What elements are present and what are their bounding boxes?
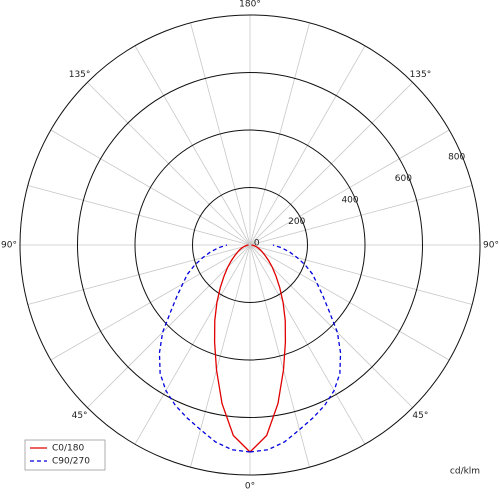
unit-label: cd/klm xyxy=(450,467,480,477)
legend-label: C90/270 xyxy=(52,457,90,467)
r-tick-label: 200 xyxy=(288,217,305,227)
ring xyxy=(134,129,366,361)
legend-box xyxy=(24,439,106,471)
r-tick-label: 400 xyxy=(341,195,358,205)
ring xyxy=(77,72,423,418)
r-tick-label: 800 xyxy=(448,152,465,162)
angle-tick-label: 135° xyxy=(69,70,91,80)
r-tick-label: 0 xyxy=(254,239,260,249)
series-line xyxy=(213,244,251,453)
ring xyxy=(19,14,481,476)
angle-tick-label: 180° xyxy=(239,0,261,10)
series-line xyxy=(249,244,287,453)
ring xyxy=(192,187,308,303)
angle-tick-label: 90° xyxy=(1,241,17,251)
angle-tick-label: 45° xyxy=(412,411,428,421)
series-line xyxy=(249,244,342,453)
angle-tick-label: 135° xyxy=(410,70,432,80)
legend-label: C0/180 xyxy=(52,444,84,454)
angle-tick-label: 45° xyxy=(72,411,88,421)
series-line xyxy=(158,244,251,453)
r-tick-label: 600 xyxy=(395,174,412,184)
angle-tick-label: 90° xyxy=(483,241,499,251)
angle-tick-label: 0° xyxy=(245,482,255,492)
